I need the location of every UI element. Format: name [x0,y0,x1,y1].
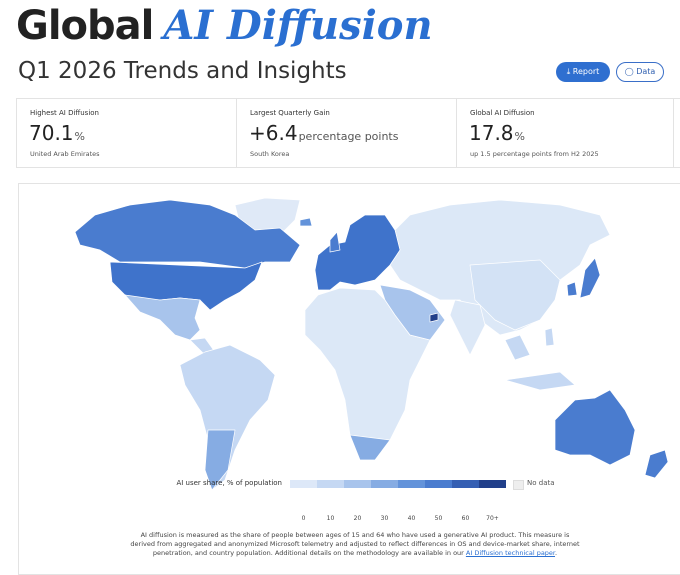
legend-swatch [344,480,371,488]
unit: % [514,130,525,143]
legend-swatch [452,480,479,488]
stat-value: +6.4percentage points [249,121,398,145]
legend-tick: 30 [380,515,389,522]
stat-card: Highest AI Diffusion 70.1% United Arab E… [16,99,237,167]
no-data-swatch [513,480,524,490]
button-label: Report [572,67,600,76]
page: Global AI Diffusion Q1 2026 Trends and In… [16,2,680,575]
footnote-end: . [555,549,558,557]
legend-tick: 40 [407,515,416,522]
value: 70.1 [29,121,74,145]
footnote: AI diffusion is measured as the share of… [130,531,580,558]
legend-title: AI user share, % of population [176,479,282,487]
stat-value: 17.8% [469,121,525,145]
legend-swatch [317,480,344,488]
stats-row: Highest AI Diffusion 70.1% United Arab E… [16,98,680,168]
legend-tick: 0 [301,515,306,522]
value: 17.8 [469,121,514,145]
title-main: Global [16,3,154,49]
stat-note: United Arab Emirates [30,150,100,158]
stat-note: South Korea [250,150,290,158]
no-data-label: No data [527,479,555,487]
data-button[interactable]: ◯ Data [616,62,664,82]
stat-note: up 1.5 percentage points from H2 2025 [470,150,599,158]
unit: % [74,130,85,143]
stat-card: Global AI Diffusion 17.8% up 1.5 percent… [456,99,674,167]
legend-tick: 50 [434,515,443,522]
legend-swatch [398,480,425,488]
legend-tick: 70+ [486,515,499,522]
subtitle: Q1 2026 Trends and Insights [18,58,347,84]
value: +6.4 [249,121,298,145]
unit: percentage points [298,130,399,143]
footnote-text: AI diffusion is measured as the share of… [130,531,580,557]
legend-swatch [479,480,506,488]
stat-card: Largest Quarterly Gain +6.4percentage po… [236,99,457,167]
title-highlight: AI Diffusion [163,2,433,49]
legend-swatch [290,480,317,488]
report-button[interactable]: ⤓ Report [556,62,610,82]
legend-tick: 20 [353,515,362,522]
stat-value: 70.1% [29,121,85,145]
page-title: Global AI Diffusion [16,2,433,49]
stat-label: Largest Quarterly Gain [250,109,330,117]
legend-tick: 10 [326,515,335,522]
button-label: Data [636,67,656,76]
stat-label: Global AI Diffusion [470,109,535,117]
legend-swatch [425,480,452,488]
footnote-link[interactable]: AI Diffusion technical paper [465,549,556,557]
legend-scale [290,480,506,488]
legend-swatch [371,480,398,488]
stat-label: Highest AI Diffusion [30,109,99,117]
legend-tick: 60 [461,515,470,522]
map-panel [18,183,680,575]
